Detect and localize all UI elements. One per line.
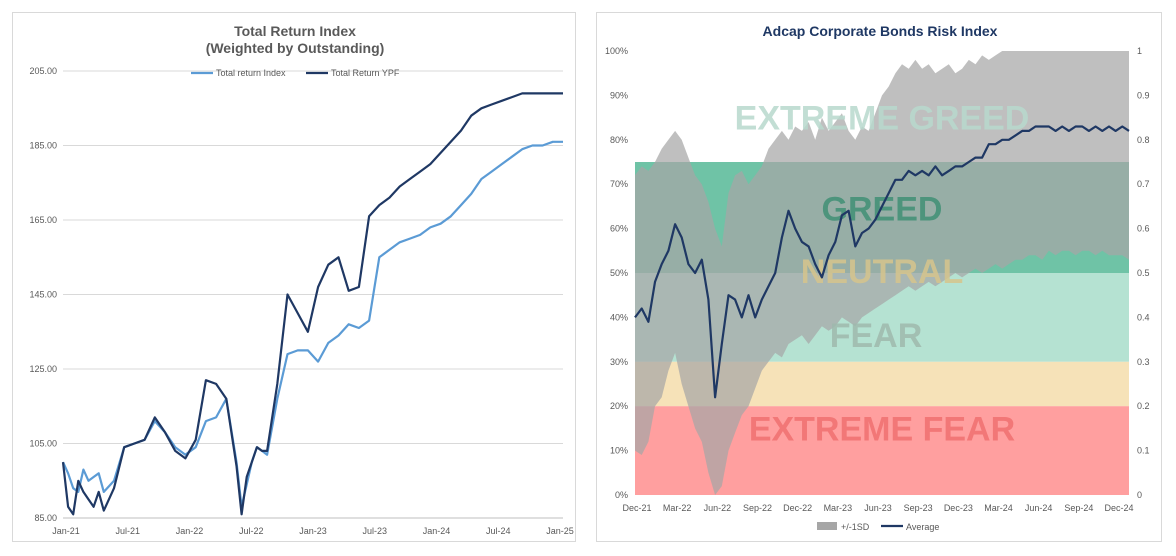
legend-label: Total return Index [216,68,286,78]
x-tick-label: Jul-23 [362,526,387,536]
x-tick-label: Jun-22 [704,503,732,513]
y-tick-label: 85.00 [34,513,57,523]
x-tick-label: Dec-22 [783,503,812,513]
y-left-tick-label: 80% [610,135,628,145]
x-tick-label: Sep-22 [743,503,772,513]
x-tick-label: Jan-22 [176,526,204,536]
x-tick-label: Dec-23 [944,503,973,513]
y-left-tick-label: 60% [610,224,628,234]
x-tick-label: Mar-24 [984,503,1013,513]
sd-band-area [635,51,1129,495]
y-left-tick-label: 30% [610,357,628,367]
y-tick-label: 185.00 [29,141,57,151]
x-tick-label: Sep-24 [1064,503,1093,513]
zone-label: NEUTRAL [801,253,963,291]
legend-swatch [817,522,837,530]
y-right-tick-label: 0.9 [1137,90,1150,100]
y-tick-label: 105.00 [29,439,57,449]
y-right-tick-label: 0.6 [1137,224,1150,234]
y-left-tick-label: 90% [610,90,628,100]
y-right-tick-label: 0.5 [1137,268,1150,278]
chart-title: Adcap Corporate Bonds Risk Index [763,23,998,39]
risk-index-chart-panel: Adcap Corporate Bonds Risk Index EXTREME… [596,12,1162,542]
y-left-tick-label: 10% [610,446,628,456]
x-tick-label: Jan-24 [423,526,451,536]
zone-label: FEAR [830,317,923,355]
legend-label: Total Return YPF [331,68,400,78]
y-right-tick-label: 1 [1137,46,1142,56]
y-right-tick-label: 0.7 [1137,179,1150,189]
chart-subtitle: (Weighted by Outstanding) [206,40,385,56]
x-tick-label: Jul-22 [239,526,264,536]
y-right-tick-label: 0.4 [1137,312,1150,322]
y-right-tick-label: 0.3 [1137,357,1150,367]
x-tick-label: Mar-23 [824,503,853,513]
y-left-tick-label: 70% [610,179,628,189]
y-left-tick-label: 40% [610,312,628,322]
y-left-tick-label: 0% [615,490,628,500]
legend-label: Average [906,522,939,532]
zone-label: EXTREME GREED [735,100,1030,138]
chart-title: Total Return Index [234,23,356,39]
y-tick-label: 165.00 [29,215,57,225]
y-tick-label: 125.00 [29,364,57,374]
y-right-tick-label: 0 [1137,490,1142,500]
x-tick-label: Jan-25 [546,526,574,536]
x-tick-label: Jan-21 [52,526,80,536]
total-return-chart: Total Return Index (Weighted by Outstand… [29,23,574,536]
y-left-tick-label: 20% [610,401,628,411]
y-left-tick-label: 100% [605,46,628,56]
total-return-chart-panel: Total Return Index (Weighted by Outstand… [12,12,576,542]
x-tick-label: Jul-21 [115,526,140,536]
x-tick-label: Mar-22 [663,503,692,513]
y-tick-label: 145.00 [29,290,57,300]
x-tick-label: Jun-24 [1025,503,1053,513]
x-tick-label: Jul-24 [486,526,511,536]
y-right-tick-label: 0.2 [1137,401,1150,411]
x-tick-label: Dec-21 [622,503,651,513]
y-tick-label: 205.00 [29,66,57,76]
x-tick-label: Sep-23 [904,503,933,513]
x-tick-label: Jan-23 [299,526,327,536]
series-line [61,92,563,516]
y-right-tick-label: 0.1 [1137,446,1150,456]
zone-label: GREED [822,191,943,229]
average-line [634,125,1130,399]
x-tick-label: Dec-24 [1104,503,1133,513]
y-right-tick-label: 0.8 [1137,135,1150,145]
risk-index-chart: Adcap Corporate Bonds Risk Index EXTREME… [605,23,1150,532]
series-line [61,140,563,508]
y-left-tick-label: 50% [610,268,628,278]
zone-label: EXTREME FEAR [749,410,1015,448]
x-tick-label: Jun-23 [864,503,892,513]
legend-label: +/-1SD [841,522,870,532]
